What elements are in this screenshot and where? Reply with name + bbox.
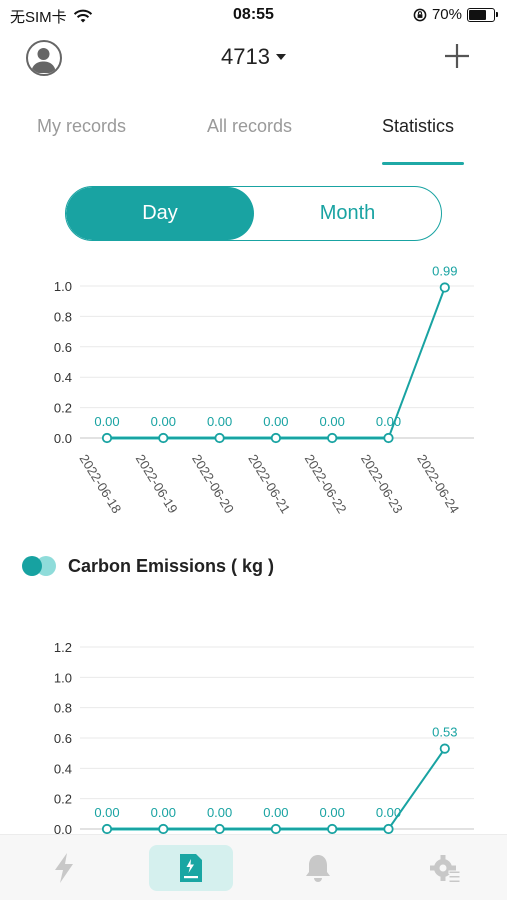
chart2-data-point[interactable] bbox=[327, 823, 338, 835]
chart2-data-label: 0.00 bbox=[207, 805, 232, 820]
chart1-data-point[interactable] bbox=[383, 432, 394, 444]
battery-level bbox=[469, 9, 486, 20]
rotation-lock-icon bbox=[413, 8, 427, 21]
chart2-data-label: 0.00 bbox=[263, 805, 288, 820]
chart1-data-label: 0.00 bbox=[376, 414, 401, 429]
nav-settings[interactable] bbox=[403, 845, 487, 891]
chart1-data-point[interactable] bbox=[439, 282, 450, 293]
plus-icon[interactable] bbox=[443, 42, 471, 70]
nav-records[interactable] bbox=[149, 845, 233, 891]
chart2-data-point[interactable] bbox=[158, 823, 169, 835]
chart1-y-tick-label: 0.0 bbox=[54, 431, 72, 446]
chart2-data-point[interactable] bbox=[101, 823, 113, 835]
chart1-x-tick-label: 2022-06-23 bbox=[358, 452, 406, 516]
document-icon bbox=[180, 854, 202, 882]
chart2-data-point[interactable] bbox=[214, 823, 225, 835]
chart1-data-point[interactable] bbox=[214, 432, 225, 444]
device-selector[interactable]: 4713 bbox=[0, 44, 507, 70]
chart-daily-primary: 0.0 0.2 0.4 0.6 0.8 1.0 0.00 2022-06-18 0.00 2022… bbox=[54, 264, 474, 516]
tab-my-records[interactable]: My records bbox=[37, 116, 127, 136]
chart1-data-point[interactable] bbox=[101, 432, 113, 444]
chart1-y-tick-label: 1.0 bbox=[54, 279, 72, 294]
chart1-x-tick-label: 2022-06-20 bbox=[189, 452, 237, 516]
chart1-y-tick-label: 0.2 bbox=[54, 401, 72, 416]
chart1-data-label: 0.00 bbox=[94, 414, 119, 429]
tab-statistics[interactable]: Statistics bbox=[382, 116, 455, 136]
chart1-y-tick-label: 0.8 bbox=[54, 309, 72, 324]
chart2-data-label: 0.00 bbox=[320, 805, 345, 820]
period-toggle: Day Month bbox=[65, 186, 442, 241]
chart2-y-tick-label: 0.2 bbox=[54, 792, 72, 807]
month-button[interactable]: Month bbox=[319, 202, 376, 224]
chart2-y-tick-label: 0.6 bbox=[54, 731, 72, 746]
chart2-y-tick-label: 1.2 bbox=[54, 640, 72, 655]
nav-notifications[interactable] bbox=[276, 845, 360, 891]
lightning-icon bbox=[55, 853, 73, 883]
chart2-data-label: 0.00 bbox=[94, 805, 119, 820]
chart2-data-label: 0.00 bbox=[376, 805, 401, 820]
clock: 08:55 bbox=[233, 6, 274, 23]
chart1-data-label: 0.99 bbox=[432, 264, 457, 279]
chart1-x-tick-label: 2022-06-24 bbox=[414, 452, 462, 516]
person-icon bbox=[31, 48, 56, 73]
chart2-data-point[interactable] bbox=[383, 823, 394, 835]
carrier-label: 无SIM卡 bbox=[10, 9, 67, 26]
chart1-y-tick-label: 0.4 bbox=[54, 370, 72, 385]
legend-label: Carbon Emissions ( kg ) bbox=[68, 555, 275, 576]
wifi-icon bbox=[73, 9, 92, 23]
chart2-data-label: 0.00 bbox=[151, 805, 176, 820]
settings-icon bbox=[430, 855, 461, 883]
chart1-y-tick-label: 0.6 bbox=[54, 340, 72, 355]
header: 4713 bbox=[0, 32, 507, 88]
legend-toggle-icon bbox=[22, 555, 58, 577]
chart1-data-label: 0.00 bbox=[320, 414, 345, 429]
caret-down-icon bbox=[275, 53, 286, 60]
chart-legend[interactable]: Carbon Emissions ( kg ) bbox=[22, 555, 274, 577]
chart1-data-label: 0.00 bbox=[207, 414, 232, 429]
bell-icon bbox=[306, 855, 330, 882]
user-avatar-icon[interactable] bbox=[26, 40, 62, 76]
chart1-data-point[interactable] bbox=[327, 432, 338, 444]
battery-percent: 70% bbox=[431, 6, 462, 23]
nav-charging[interactable] bbox=[22, 845, 106, 891]
chart2-y-tick-label: 0.0 bbox=[54, 822, 72, 837]
chart1-data-point[interactable] bbox=[270, 432, 281, 444]
chart2-data-point[interactable] bbox=[270, 823, 281, 835]
chart1-x-tick-label: 2022-06-19 bbox=[133, 452, 181, 516]
chart1-x-tick-label: 2022-06-22 bbox=[302, 452, 350, 516]
chart1-x-tick-label: 2022-06-21 bbox=[245, 452, 293, 516]
chart1-data-label: 0.00 bbox=[151, 414, 176, 429]
tab-all-records[interactable]: All records bbox=[207, 116, 293, 136]
tab-indicator bbox=[382, 162, 464, 165]
chart2-data-point[interactable] bbox=[439, 743, 450, 754]
chart1-data-point[interactable] bbox=[158, 432, 169, 444]
chart2-y-tick-label: 0.4 bbox=[54, 761, 72, 776]
bottom-nav bbox=[0, 834, 507, 900]
chart2-y-tick-label: 1.0 bbox=[54, 670, 72, 685]
status-bar: 无SIM卡 08:55 70% bbox=[0, 0, 507, 32]
chart2-y-tick-label: 0.8 bbox=[54, 701, 72, 716]
battery-icon bbox=[467, 7, 498, 22]
chart1-data-label: 0.00 bbox=[263, 414, 288, 429]
page-title: 4713 bbox=[221, 44, 270, 69]
chart-carbon-emissions: 0.0 0.2 0.4 0.6 0.8 1.0 1.2 0.00 0.00 0.00 0.00 0.0… bbox=[54, 640, 474, 837]
day-button[interactable]: Day bbox=[66, 187, 254, 240]
chart1-x-tick-label: 2022-06-18 bbox=[76, 452, 124, 516]
chart2-data-label: 0.53 bbox=[432, 725, 457, 740]
tab-bar: My records All records Statistics bbox=[0, 108, 507, 166]
